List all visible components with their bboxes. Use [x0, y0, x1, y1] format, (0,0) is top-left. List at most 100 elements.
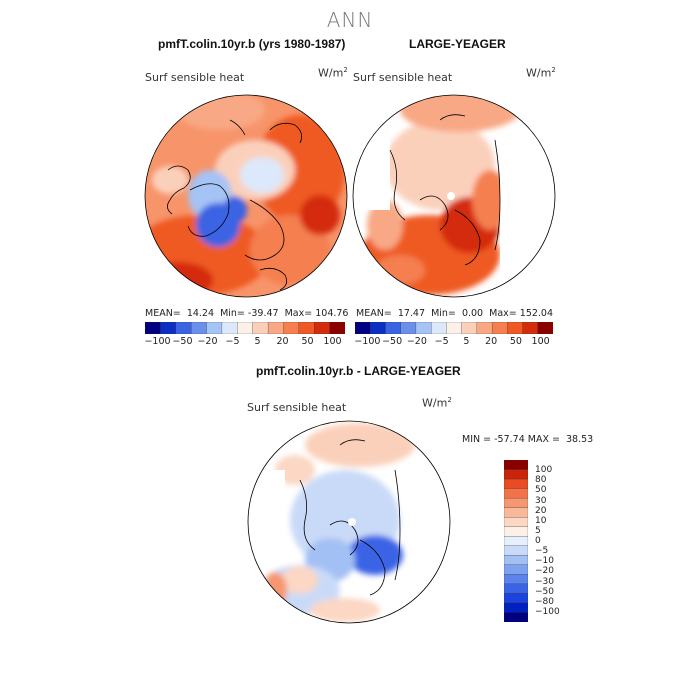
figure-title: ANN [326, 8, 374, 32]
colorbar-tick-label: −100 [354, 336, 381, 347]
colorbar-swatch [461, 322, 478, 334]
colorbar-swatch [504, 593, 528, 604]
stats-difference: MIN = -57.74 MAX = 38.53 [462, 434, 594, 445]
colorbar-tick-label: 10 [535, 515, 547, 526]
colorbar-swatch [175, 322, 192, 334]
colorbar-swatch [504, 574, 528, 585]
colorbar-tick-label: 50 [509, 336, 522, 347]
colorbar-swatch [431, 322, 447, 334]
polar-map-right [353, 95, 555, 297]
colorbar-swatch [267, 322, 284, 334]
colorbar-swatch [504, 612, 528, 622]
colorbar-swatch [191, 322, 207, 334]
colorbar-tick-label: −30 [535, 576, 554, 587]
colorbar-swatch [237, 322, 254, 334]
map-border-right [352, 94, 556, 298]
colorbar-tick-label: 5 [463, 336, 470, 347]
colorbar-swatch [504, 536, 528, 547]
colorbar-swatch [355, 322, 371, 334]
colorbar-tick-label: 20 [535, 505, 547, 516]
colorbar-swatch [385, 322, 402, 334]
colorbar-tick-label: 50 [301, 336, 314, 347]
colorbar-tick-label: −20 [197, 336, 218, 347]
colorbar-swatch [252, 322, 269, 334]
colorbar-swatch [504, 545, 528, 556]
colorbar-tick-label: −100 [144, 336, 171, 347]
colorbar-tick-label: −5 [225, 336, 240, 347]
colorbar-tick-label: 5 [535, 525, 541, 536]
colorbar-tick-label: 20 [276, 336, 289, 347]
colorbar-swatch [504, 478, 528, 490]
colorbar-swatch [298, 322, 315, 334]
colorbar-tick-label: 100 [535, 465, 553, 476]
colorbar-swatch [504, 517, 528, 528]
units-right: W/m2 [526, 66, 556, 80]
colorbar-swatch [221, 322, 238, 334]
colorbar-tick-label: 100 [323, 336, 342, 347]
colorbar-tick-label: −20 [406, 336, 427, 347]
colorbar-swatch [522, 322, 539, 334]
colorbar-swatch [504, 488, 528, 499]
colorbar-swatch [370, 322, 386, 334]
colorbar-swatch [504, 497, 528, 509]
colorbar-swatch [491, 322, 508, 334]
colorbar-tick-label: −50 [172, 336, 193, 347]
map-border-difference [247, 420, 451, 624]
colorbar-tick-label: −50 [382, 336, 403, 347]
colorbar-swatch [283, 322, 300, 334]
colorbar-difference [504, 460, 528, 622]
variable-label-right: Surf sensible heat [353, 71, 453, 84]
colorbar-ticks-difference: 100 80 50 30 20 10 5 0 −5 −10 −20 −30 −50 −80 −100 [535, 460, 575, 622]
colorbar-swatch [329, 322, 345, 334]
colorbar-swatch [504, 602, 528, 613]
colorbar-swatch [504, 564, 528, 575]
colorbar-tick-label: −10 [535, 556, 554, 567]
colorbar-swatch [145, 322, 161, 334]
colorbar-tick-label: 50 [535, 485, 547, 496]
variable-label-left: Surf sensible heat [145, 71, 245, 84]
colorbar-left [145, 322, 345, 334]
colorbar-tick-label: 5 [254, 336, 261, 347]
colorbar-tick-label: −5 [434, 336, 449, 347]
colorbar-swatch [504, 583, 528, 594]
colorbar-swatch [476, 322, 493, 334]
units-left: W/m2 [318, 66, 348, 80]
variable-label-difference: Surf sensible heat [247, 401, 347, 414]
colorbar-tick-label: −100 [535, 606, 560, 617]
colorbar-tick-label: 80 [535, 475, 547, 486]
colorbar-swatch [504, 469, 528, 480]
colorbar-tick-label: −5 [535, 546, 549, 557]
colorbar-tick-label: −50 [535, 586, 554, 597]
colorbar-swatch [507, 322, 523, 334]
polar-map-left [145, 95, 347, 297]
colorbar-swatch [537, 322, 553, 334]
colorbar-tick-label: 100 [531, 336, 550, 347]
stats-left: MEAN= 14.24 Min= -39.47 Max= 104.76 [145, 308, 349, 319]
colorbar-swatch [504, 555, 528, 566]
polar-map-difference [248, 421, 450, 623]
colorbar-swatch [504, 526, 528, 537]
colorbar-swatch [504, 460, 528, 470]
colorbar-swatch [206, 322, 223, 334]
colorbar-swatch [415, 322, 432, 334]
colorbar-right [355, 322, 553, 334]
colorbar-swatch [314, 322, 331, 334]
colorbar-tick-label: −80 [535, 596, 554, 607]
panel-title-difference: pmfT.colin.10yr.b - LARGE-YEAGER [256, 364, 461, 378]
colorbar-swatch [160, 322, 177, 334]
colorbar-swatch [504, 507, 528, 518]
colorbar-tick-label: 0 [535, 536, 541, 546]
stats-right: MEAN= 17.47 Min= 0.00 Max= 152.04 [356, 308, 554, 319]
units-difference: W/m2 [422, 396, 452, 410]
colorbar-tick-label: 30 [535, 495, 547, 506]
colorbar-tick-label: 20 [485, 336, 498, 347]
colorbar-tick-label: −20 [535, 566, 554, 577]
map-border-left [144, 94, 348, 298]
colorbar-ticks-right: −100 −50 −20 −5 5 20 50 100 [354, 336, 553, 350]
panel-title-right: LARGE-YEAGER [409, 37, 506, 51]
colorbar-ticks-left: −100 −50 −20 −5 5 20 50 100 [144, 336, 345, 350]
colorbar-swatch [400, 322, 417, 334]
colorbar-swatch [446, 322, 463, 334]
panel-title-left: pmfT.colin.10yr.b (yrs 1980-1987) [158, 37, 346, 51]
